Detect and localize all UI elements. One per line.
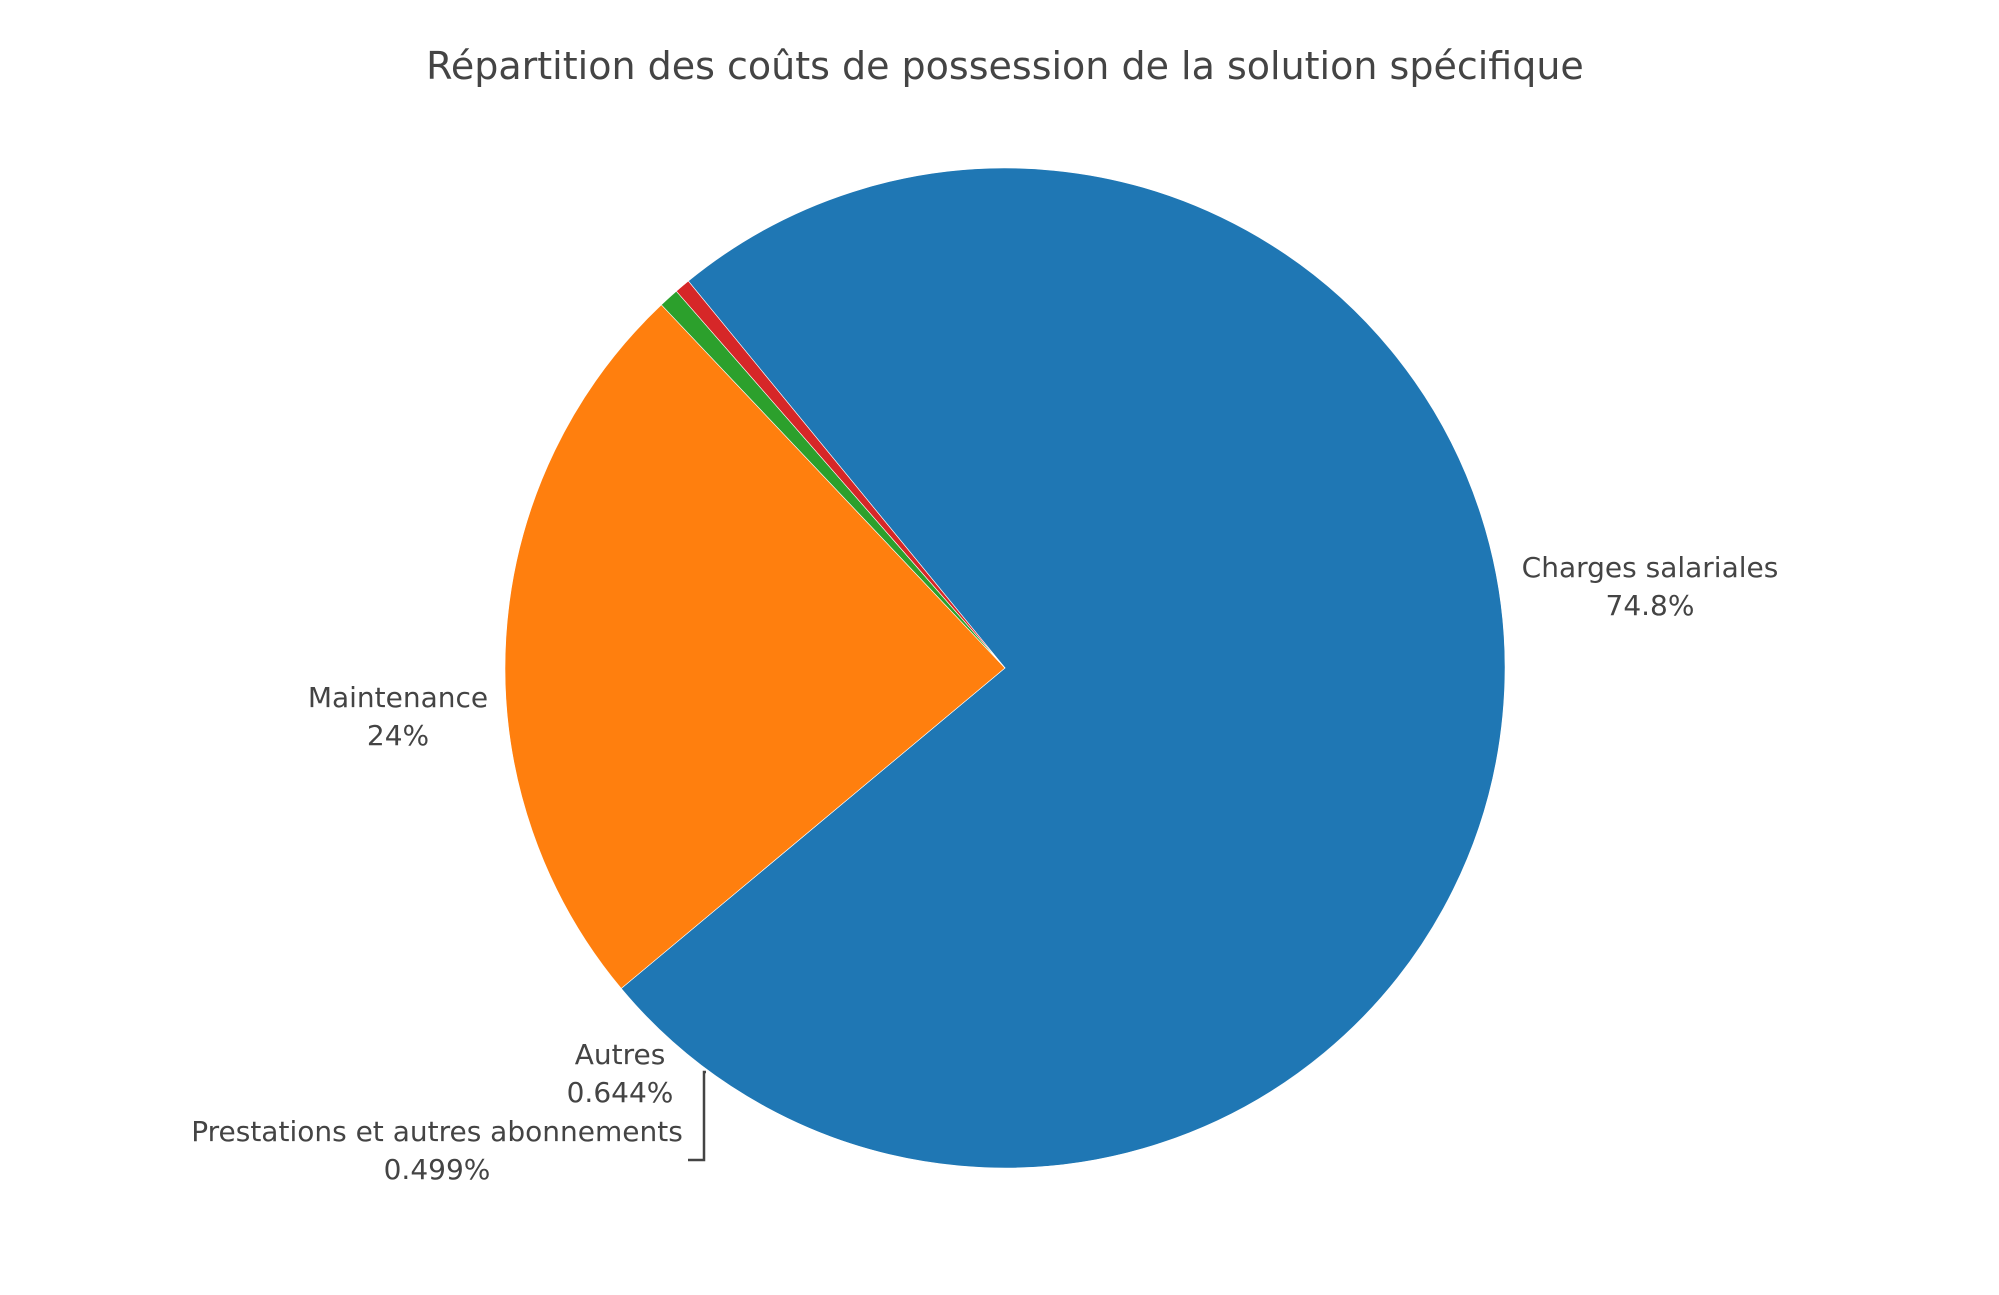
slice-label-name: Charges salariales [1522, 551, 1779, 584]
slice-label-name: Maintenance [308, 681, 488, 714]
pie-slices [504, 167, 1506, 1169]
slice-label-percent: 74.8% [1606, 589, 1695, 622]
slice-label-name: Prestations et autres abonnements [191, 1115, 683, 1148]
pie-slice-maintenance[interactable] [504, 304, 1006, 989]
pie-slice-prestations-et-autres-abonnements[interactable] [675, 280, 1006, 669]
chart-title: Répartition des coûts de possession de l… [426, 44, 1584, 88]
pie-slice-charges-salariales[interactable] [620, 167, 1506, 1169]
slice-label-percent: 0.644% [567, 1076, 674, 1109]
slice-labels: Charges salariales 74.8% Maintenance 24% Aut… [191, 551, 1778, 1186]
slice-label-percent: 0.499% [384, 1153, 491, 1186]
leader-line [688, 1070, 706, 1162]
slice-label-percent: 24% [367, 719, 429, 752]
slice-label-name: Autres [575, 1038, 666, 1071]
